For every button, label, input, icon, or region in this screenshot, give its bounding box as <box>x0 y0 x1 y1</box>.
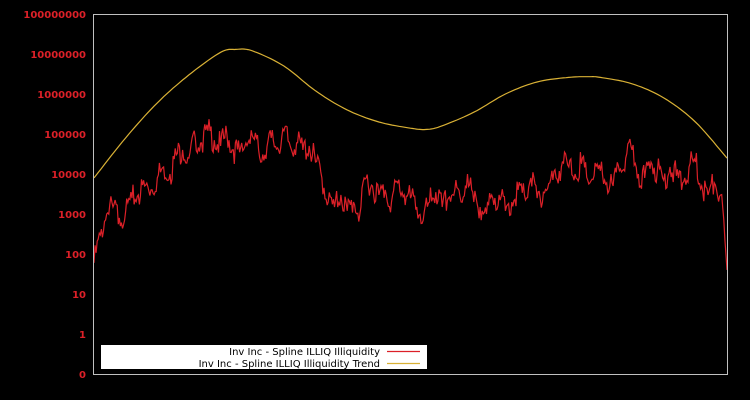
y-tick-label: 0 <box>79 370 86 381</box>
y-tick-label: 10 <box>72 290 86 301</box>
y-tick-label: 10000000 <box>30 50 86 61</box>
legend-label-trend: Inv Inc - Spline ILLIQ Illiquidity Trend <box>199 359 380 370</box>
legend-box <box>101 345 427 369</box>
legend: Inv Inc - Spline ILLIQ Illiquidity Inv I… <box>101 345 427 370</box>
legend-label-illiquidity: Inv Inc - Spline ILLIQ Illiquidity <box>229 347 380 358</box>
y-tick-label: 1000000 <box>37 90 86 101</box>
plot-frame <box>93 14 728 375</box>
illiquidity-series-line <box>93 119 728 270</box>
y-tick-label: 1 <box>79 330 86 341</box>
y-tick-label: 10000 <box>51 170 86 181</box>
y-axis-tick-labels: 0 1 10 100 1000 10000 100000 1000000 10000000 100… <box>23 10 86 381</box>
y-tick-label: 100000 <box>44 130 86 141</box>
plot-area <box>93 48 728 270</box>
trend-series-line <box>93 48 728 179</box>
y-tick-label: 100 <box>65 250 86 261</box>
y-tick-label: 1000 <box>58 210 86 221</box>
y-tick-label: 100000000 <box>23 10 86 21</box>
